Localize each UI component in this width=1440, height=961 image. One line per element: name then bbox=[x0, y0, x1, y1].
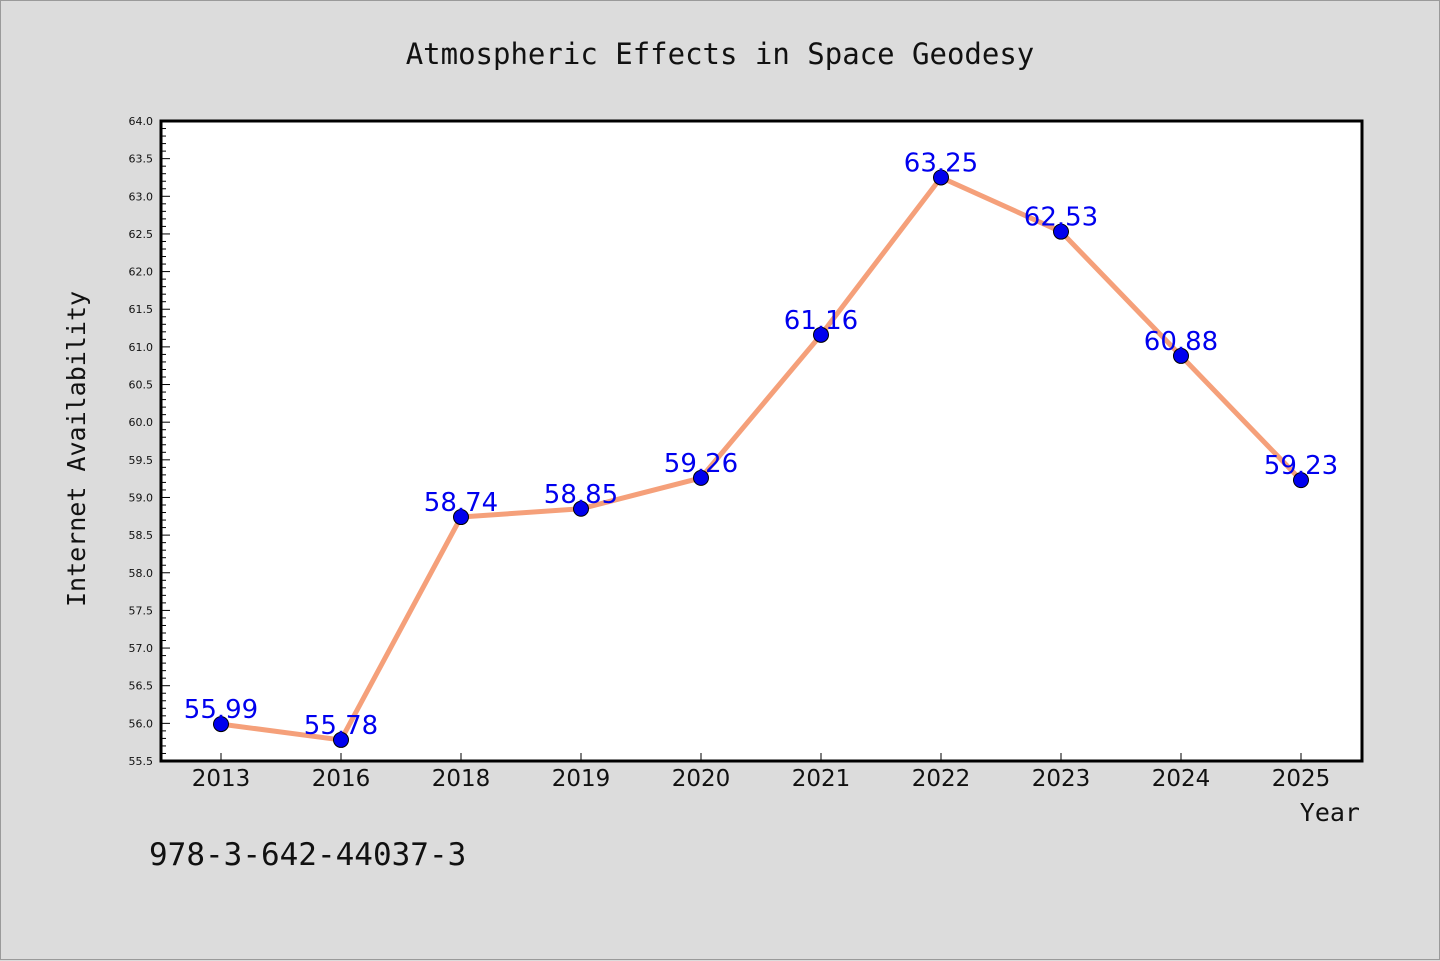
y-tick-label: 57.0 bbox=[129, 642, 154, 655]
data-point bbox=[213, 716, 229, 733]
y-tick-label: 56.0 bbox=[129, 717, 154, 730]
y-tick-label: 56.5 bbox=[129, 680, 154, 693]
x-tick-label: 2018 bbox=[432, 766, 491, 792]
x-axis: 2013 2016 2018 2019 2020 2021 2022 2023 2024 2025 bbox=[192, 753, 1331, 792]
series-markers bbox=[213, 169, 1309, 748]
isbn-text: 978-3-642-44037-3 bbox=[149, 837, 466, 873]
data-label: 59.23 bbox=[1264, 451, 1338, 481]
chart-title: Atmospheric Effects in Space Geodesy bbox=[406, 37, 1035, 71]
x-tick-label: 2023 bbox=[1032, 766, 1091, 792]
x-tick-label: 2016 bbox=[312, 766, 371, 792]
y-tick-label: 58.5 bbox=[129, 529, 154, 542]
y-tick-label: 61.0 bbox=[129, 341, 154, 354]
x-axis-label: Year bbox=[1300, 798, 1360, 827]
series-line-path bbox=[218, 174, 1304, 743]
y-tick-label: 59.0 bbox=[129, 491, 154, 504]
data-point bbox=[573, 500, 589, 517]
x-tick-label: 2024 bbox=[1152, 766, 1211, 792]
data-label: 58.85 bbox=[544, 480, 618, 510]
data-point bbox=[333, 731, 349, 748]
data-label: 55.99 bbox=[184, 695, 258, 725]
plot-border bbox=[159, 119, 1364, 763]
data-label: 63.25 bbox=[904, 148, 978, 178]
series-line bbox=[218, 174, 1304, 743]
data-point bbox=[1053, 223, 1069, 240]
y-tick-label: 64.0 bbox=[129, 115, 154, 128]
y-tick-label: 57.5 bbox=[129, 604, 154, 617]
plot-area bbox=[161, 121, 1362, 761]
y-tick-label: 58.0 bbox=[129, 567, 154, 580]
y-tick-label: 60.0 bbox=[129, 416, 154, 429]
y-axis: 55.5 56.0 56.5 57.0 57.5 58.0 58.5 59.0 59.5 60.0… bbox=[129, 115, 170, 768]
data-label: 58.74 bbox=[424, 488, 498, 518]
y-tick-label: 59.5 bbox=[129, 454, 154, 467]
data-label: 59.26 bbox=[664, 449, 738, 479]
y-axis-label: Internet Availability bbox=[62, 291, 91, 607]
y-tick-label: 55.5 bbox=[129, 755, 154, 768]
y-tick-label: 62.0 bbox=[129, 266, 154, 279]
x-tick-label: 2020 bbox=[672, 766, 731, 792]
data-point bbox=[813, 326, 829, 343]
data-point bbox=[1173, 347, 1189, 364]
x-tick-label: 2025 bbox=[1272, 766, 1331, 792]
data-point bbox=[453, 509, 469, 526]
y-tick-label: 62.5 bbox=[129, 228, 154, 241]
y-tick-label: 60.5 bbox=[129, 379, 154, 392]
data-labels: 55.99 55.78 58.74 58.85 59.26 61.16 63.25 62.53… bbox=[184, 148, 1338, 740]
data-label: 60.88 bbox=[1144, 327, 1218, 357]
y-tick-label: 61.5 bbox=[129, 303, 154, 316]
y-tick-label: 63.0 bbox=[129, 190, 154, 203]
x-tick-label: 2022 bbox=[912, 766, 971, 792]
data-point bbox=[933, 169, 949, 186]
data-label: 55.78 bbox=[304, 711, 378, 741]
x-tick-label: 2013 bbox=[192, 766, 251, 792]
data-point bbox=[1293, 472, 1309, 489]
x-tick-label: 2019 bbox=[552, 766, 611, 792]
y-tick-label: 63.5 bbox=[129, 153, 154, 166]
data-label: 62.53 bbox=[1024, 203, 1098, 233]
data-point bbox=[693, 469, 709, 486]
x-tick-label: 2021 bbox=[792, 766, 851, 792]
data-label: 61.16 bbox=[784, 306, 858, 336]
